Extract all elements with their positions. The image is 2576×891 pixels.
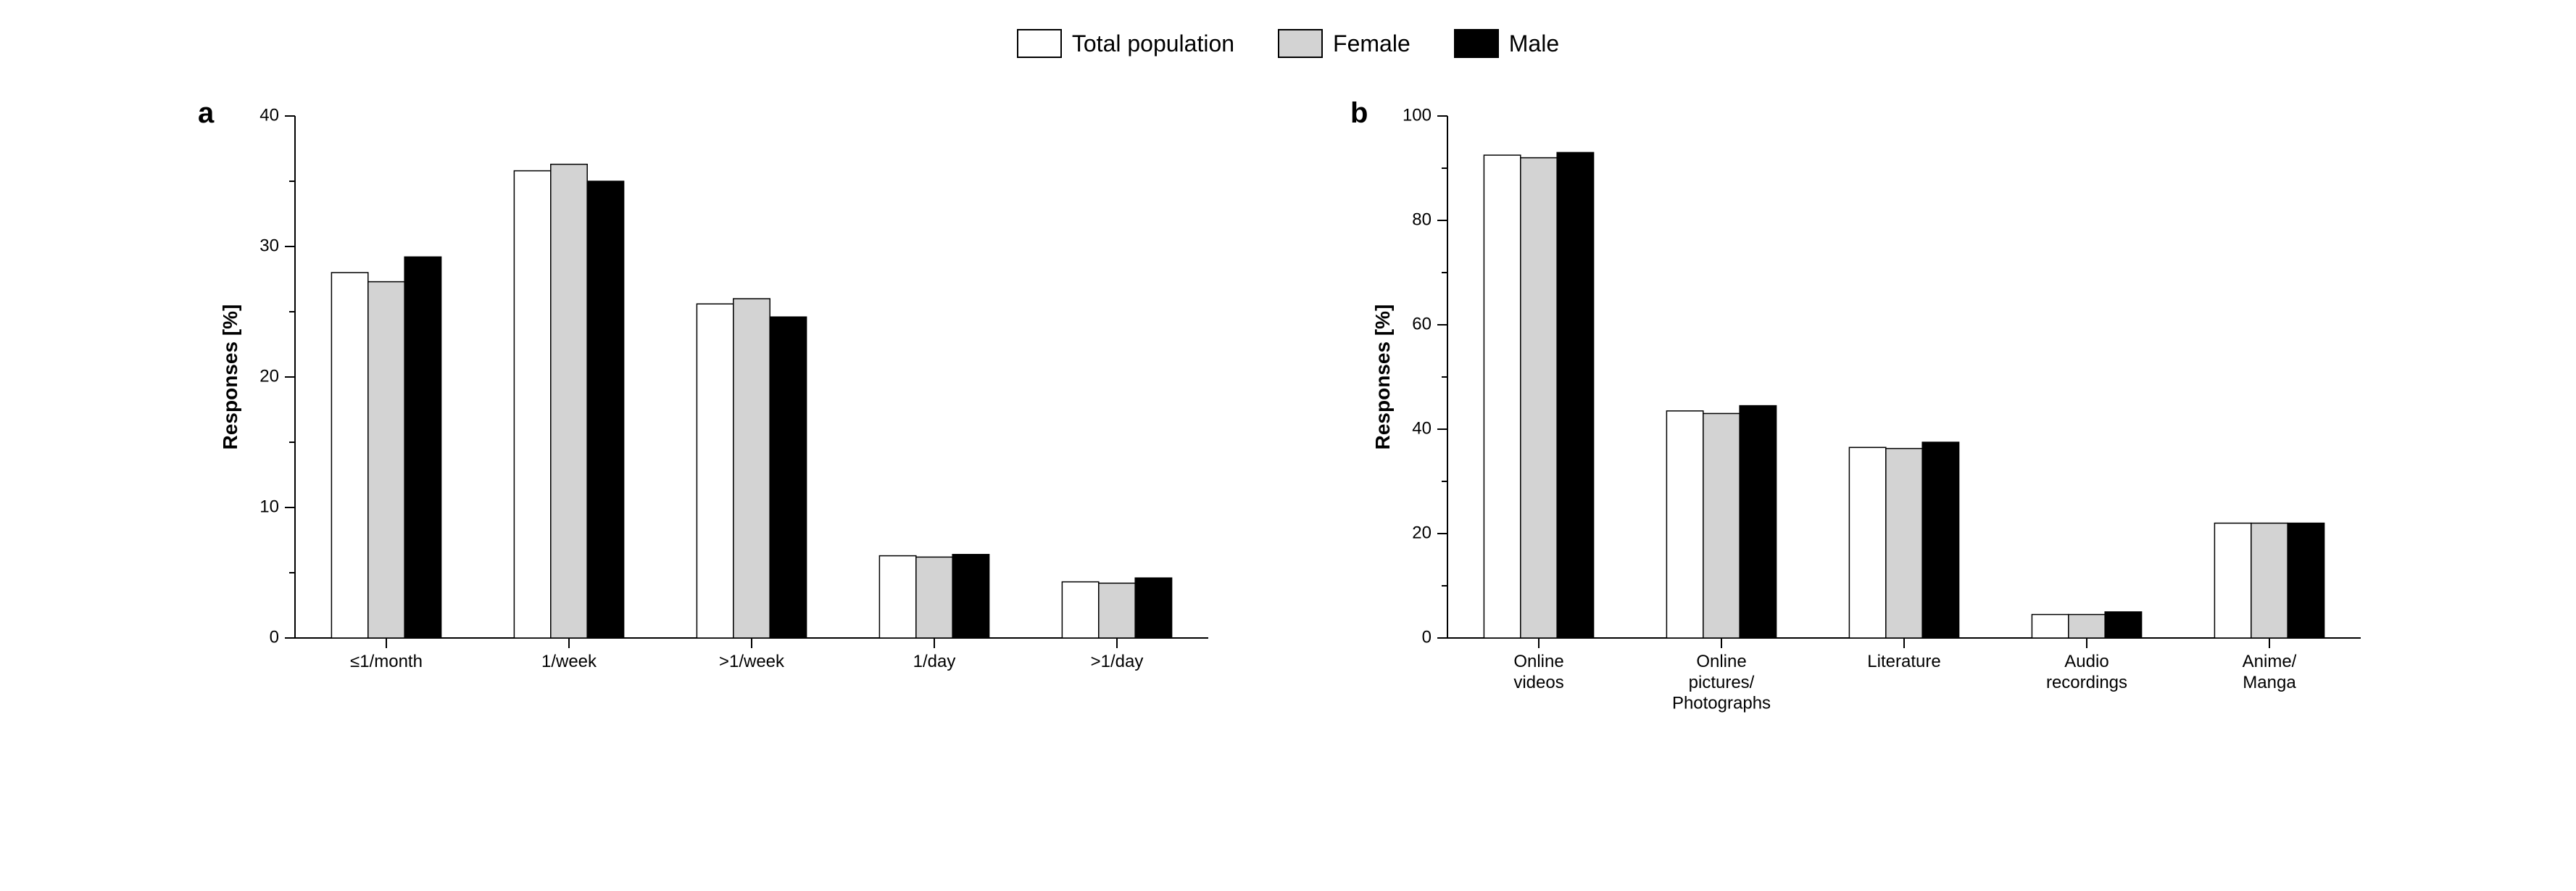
bar (1521, 158, 1557, 638)
bar (1099, 583, 1135, 638)
y-tick-label: 100 (1403, 105, 1432, 125)
y-tick-label: 10 (259, 497, 279, 516)
legend-label-total: Total population (1072, 30, 1234, 57)
bar (2214, 523, 2251, 638)
bar (1135, 578, 1171, 638)
x-tick-label: Onlinevideos (1513, 652, 1563, 692)
x-tick-label: 1/day (913, 652, 956, 671)
bar (1666, 411, 1703, 638)
bar (697, 304, 733, 638)
x-tick-label: Onlinepictures/Photographs (1672, 652, 1771, 713)
chart-a-svg: 0 10 20 30 40 Responses [%] ≤1/month 1/week >1/w… (201, 94, 1223, 739)
y-axis-label: Responses [%] (219, 304, 241, 450)
y-tick-label: 80 (1412, 210, 1432, 229)
legend-swatch-total (1017, 29, 1062, 58)
legend-item-total: Total population (1017, 29, 1234, 58)
bar (2105, 612, 2141, 638)
bar (879, 556, 915, 638)
bar (1557, 152, 1593, 638)
bar (734, 299, 770, 638)
bar (1484, 155, 1520, 638)
bar (1740, 406, 1776, 638)
x-tick-label: 1/week (541, 652, 597, 671)
legend: Total population Female Male (29, 29, 2547, 58)
legend-label-female: Female (1333, 30, 1410, 57)
bar (368, 282, 404, 638)
bar (514, 171, 550, 638)
y-tick-label: 0 (1422, 627, 1432, 647)
bar (1922, 442, 1958, 638)
bar (770, 317, 806, 638)
bar (2288, 523, 2324, 638)
x-tick-label: >1/day (1091, 652, 1144, 671)
y-tick-label: 20 (259, 366, 279, 386)
panel-letter-a: a (198, 97, 214, 130)
legend-swatch-male (1454, 29, 1499, 58)
bar (1062, 582, 1098, 638)
charts-row: a 0 10 20 30 40 Responses [%] ≤1/month 1/week >1… (29, 94, 2547, 739)
y-tick-label: 20 (1412, 523, 1432, 542)
y-tick-label: 40 (1412, 418, 1432, 438)
chart-panel-a: a 0 10 20 30 40 Responses [%] ≤1/month 1/week >1… (201, 94, 1223, 739)
bar (2069, 615, 2105, 638)
legend-item-male: Male (1454, 29, 1559, 58)
bar (952, 555, 989, 638)
y-tick-label: 30 (259, 236, 279, 255)
chart-panel-b: b 0 20 40 60 80 100 Responses [%] Onlinevideos O… (1353, 94, 2375, 739)
x-tick-label: Literature (1867, 652, 1940, 671)
bar (587, 181, 623, 638)
bar (2032, 615, 2068, 638)
legend-swatch-female (1278, 29, 1323, 58)
legend-label-male: Male (1509, 30, 1559, 57)
bar (916, 557, 952, 638)
x-tick-label: Anime/Manga (2243, 652, 2297, 692)
x-tick-label: >1/week (719, 652, 785, 671)
bar (2251, 523, 2288, 638)
y-tick-label: 0 (270, 627, 279, 647)
bar (1849, 447, 1885, 638)
y-axis-label: Responses [%] (1371, 304, 1394, 450)
y-tick-label: 60 (1412, 314, 1432, 333)
bar (1703, 413, 1740, 638)
x-tick-label: ≤1/month (350, 652, 423, 671)
bar (404, 257, 441, 638)
bar (331, 273, 367, 638)
bar (1886, 449, 1922, 638)
x-tick-label: Audiorecordings (2046, 652, 2127, 692)
chart-b-svg: 0 20 40 60 80 100 Responses [%] Onlinevideos Onl… (1353, 94, 2375, 739)
panel-letter-b: b (1350, 97, 1368, 130)
y-tick-label: 40 (259, 105, 279, 125)
bar (551, 165, 587, 638)
legend-item-female: Female (1278, 29, 1410, 58)
